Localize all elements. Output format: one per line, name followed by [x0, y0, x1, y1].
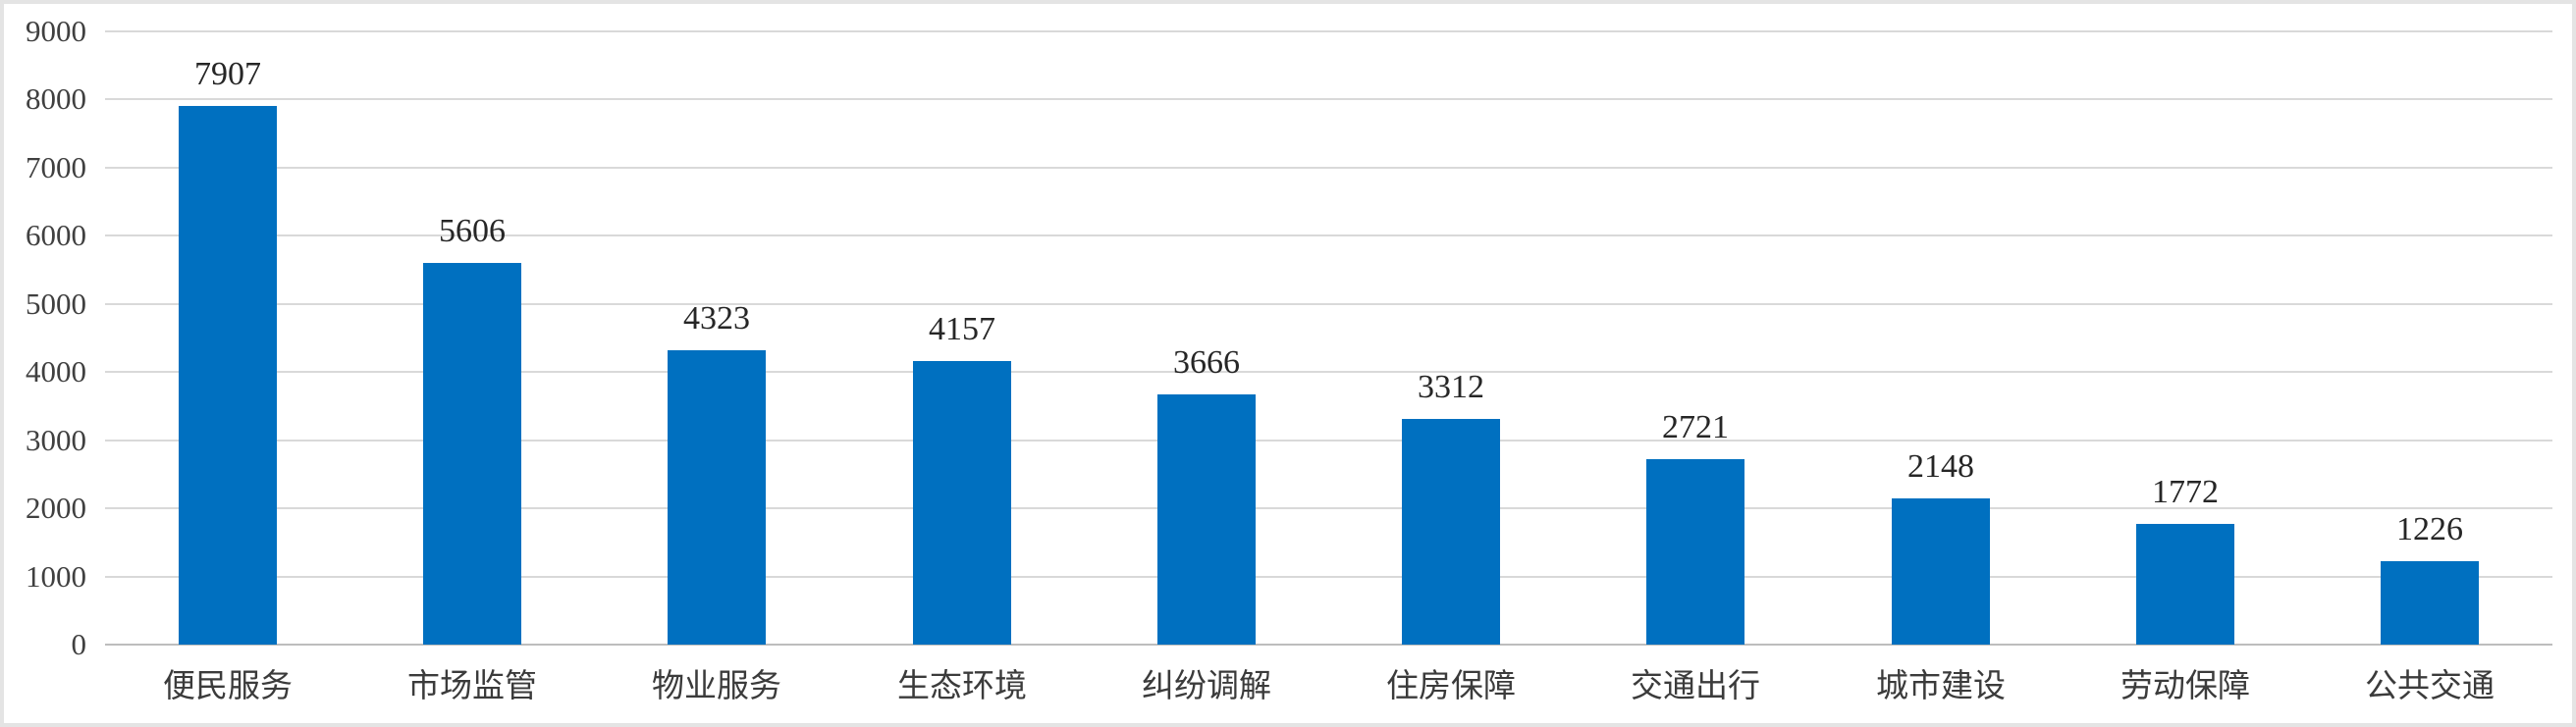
- bar: [1157, 394, 1256, 645]
- y-axis-tick-label: 5000: [26, 286, 86, 321]
- gridline: [105, 234, 2552, 237]
- bar-value-label: 1226: [2396, 511, 2463, 547]
- bar: [1646, 459, 1744, 645]
- x-axis-category-label: 纠纷调解: [1142, 669, 1271, 704]
- bar-value-label: 2721: [1662, 409, 1729, 445]
- x-axis-category-label: 交通出行: [1631, 669, 1760, 704]
- bar: [913, 361, 1011, 645]
- y-axis-tick-label: 7000: [26, 149, 86, 184]
- gridline: [105, 98, 2552, 101]
- y-axis-tick-label: 4000: [26, 354, 86, 389]
- gridline: [105, 575, 2552, 578]
- y-axis-tick-label: 3000: [26, 422, 86, 457]
- gridline: [105, 371, 2552, 374]
- y-axis-tick-label: 8000: [26, 81, 86, 117]
- x-axis-category-label: 劳动保障: [2120, 669, 2250, 704]
- bar: [2381, 561, 2479, 645]
- bar-value-label: 7907: [194, 56, 261, 92]
- bar-value-label: 3666: [1173, 344, 1240, 381]
- x-axis-category-label: 城市建设: [1876, 669, 2006, 704]
- y-axis-tick-label: 9000: [26, 14, 86, 48]
- x-axis-category-label: 生态环境: [897, 669, 1027, 704]
- bar-value-label: 1772: [2152, 474, 2219, 510]
- bar-value-label: 4157: [929, 311, 995, 347]
- bar-value-label: 2148: [1907, 448, 1974, 485]
- y-axis-tick-label: 6000: [26, 218, 86, 253]
- y-axis-tick-label: 1000: [26, 558, 86, 594]
- gridline: [105, 439, 2552, 441]
- gridline: [105, 302, 2552, 305]
- y-axis-tick-label: 0: [71, 627, 87, 661]
- bar: [668, 350, 766, 645]
- bar-value-label: 4323: [683, 300, 750, 337]
- bar-value-label: 3312: [1418, 369, 1484, 405]
- gridline: [105, 30, 2552, 32]
- bar: [1892, 498, 1990, 645]
- x-axis-category-label: 物业服务: [652, 669, 781, 704]
- x-axis-category-label: 市场监管: [407, 669, 537, 704]
- x-axis-category-label: 公共交通: [2365, 669, 2495, 704]
- bar-value-label: 5606: [439, 213, 506, 249]
- bar: [2136, 524, 2234, 645]
- x-axis-line: [105, 644, 2552, 646]
- gridline: [105, 507, 2552, 510]
- x-axis-category-label: 住房保障: [1386, 669, 1516, 704]
- x-axis-category-label: 便民服务: [163, 669, 293, 704]
- bar: [423, 263, 521, 645]
- y-axis-tick-label: 2000: [26, 491, 86, 526]
- bar: [1402, 419, 1500, 645]
- gridline: [105, 166, 2552, 169]
- bar: [179, 106, 277, 645]
